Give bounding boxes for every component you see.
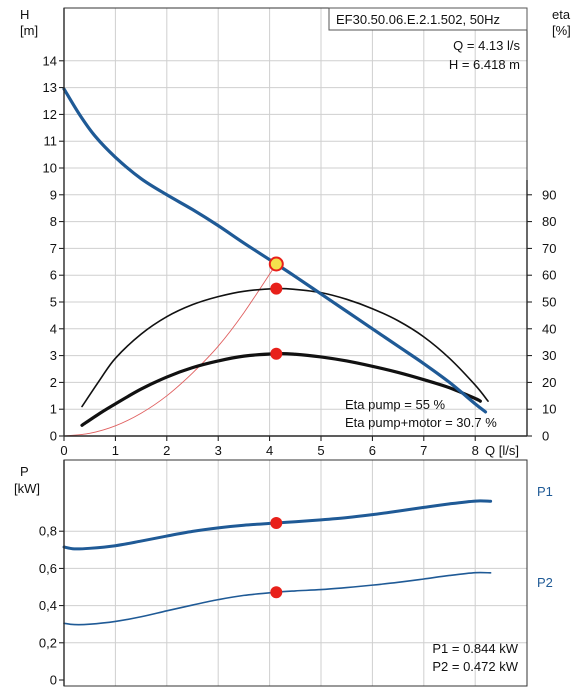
top-x-tick-label: 2 (163, 443, 170, 458)
top-y-right-tick-label: 0 (542, 429, 549, 444)
top-x-tick-label: 6 (369, 443, 376, 458)
top-y-right-label-line1: eta (552, 7, 571, 22)
q-readout: Q = 4.13 l/s (453, 38, 520, 53)
bottom-y-tick-label: 0 (50, 673, 57, 688)
top-y-tick-label: 5 (50, 295, 57, 310)
p2-readout: P2 = 0.472 kW (432, 659, 518, 674)
top-y-tick-label: 0 (50, 429, 57, 444)
top-y-tick-label: 2 (50, 375, 57, 390)
top-x-tick-label: 3 (215, 443, 222, 458)
chart-title: EF30.50.06.E.2.1.502, 50Hz (336, 12, 500, 27)
system-curve (63, 263, 277, 437)
top-y-tick-label: 13 (43, 80, 57, 95)
bottom-ticks: 0 0,2 0,4 0,6 0,8 (39, 460, 65, 688)
p1-series-label: P1 (537, 484, 553, 499)
top-y-label-line2: [m] (20, 23, 38, 38)
top-x-tick-label: 8 (472, 443, 479, 458)
top-y-tick-label: 3 (50, 348, 57, 363)
bottom-y-tick-label: 0,6 (39, 561, 57, 576)
top-x-tick-label: 4 (266, 443, 273, 458)
top-y-right-tick-label: 40 (542, 321, 556, 336)
top-y-right-tick-label: 30 (542, 348, 556, 363)
top-y-right-tick-label: 60 (542, 268, 556, 283)
bottom-y-label-line2: [kW] (14, 481, 40, 496)
operating-point-marker (270, 347, 283, 360)
top-y-tick-label: 12 (43, 107, 57, 122)
top-y-right-tick-label: 80 (542, 214, 556, 229)
p1-readout: P1 = 0.844 kW (432, 641, 518, 656)
top-y-tick-label: 11 (44, 134, 58, 149)
top-y-right-tick-label: 90 (542, 187, 556, 202)
top-y-label-line1: H (20, 7, 29, 22)
top-x-tick-label: 5 (317, 443, 324, 458)
top-y-right-tick-label: 70 (542, 241, 556, 256)
top-ticks: 0 1 2 3 4 5 6 7 80123456789101112131401020304050… (43, 53, 557, 458)
top-y-tick-label: 1 (50, 402, 57, 417)
eta-pump-curve (81, 287, 489, 408)
power-operating-point-marker (270, 517, 283, 530)
eta-total-curve (80, 351, 482, 427)
top-points (268, 256, 284, 360)
top-y-right-tick-label: 10 (542, 402, 556, 417)
head-curve (62, 87, 488, 414)
bottom-plot-frame (63, 459, 528, 687)
top-x-tick-label: 1 (112, 443, 119, 458)
power-panel: 0 0,2 0,4 0,6 0,8 P [kW] P1 P2 P1 = 0.844 kW… (14, 459, 553, 688)
top-y-right-tick-label: 50 (542, 295, 556, 310)
top-y-tick-label: 14 (43, 53, 57, 68)
top-y-tick-label: 9 (50, 187, 57, 202)
bottom-grid (64, 460, 527, 686)
p2-power-curve (63, 571, 492, 626)
duty-point-marker (268, 256, 284, 272)
top-y-tick-label: 6 (50, 268, 57, 283)
eta-total-readout: Eta pump+motor = 30.7 % (345, 415, 497, 430)
power-operating-point-marker (270, 586, 283, 599)
bottom-y-tick-label: 0,4 (39, 598, 57, 613)
operating-point-marker (270, 282, 283, 295)
top-x-tick-label: 0 (60, 443, 67, 458)
bottom-y-label-line1: P (20, 464, 29, 479)
head-efficiency-panel: 0 1 2 3 4 5 6 7 80123456789101112131401020304050… (20, 7, 571, 458)
bottom-y-tick-label: 0,2 (39, 635, 57, 650)
top-y-tick-label: 7 (50, 241, 57, 256)
top-plot-frame (63, 7, 528, 437)
h-readout: H = 6.418 m (449, 57, 520, 72)
bottom-y-tick-label: 0,8 (39, 524, 57, 539)
x-axis-label: Q [l/s] (485, 443, 519, 458)
top-grid (64, 8, 527, 436)
top-y-tick-label: 4 (50, 321, 57, 336)
top-x-tick-label: 7 (420, 443, 427, 458)
title-box (328, 7, 528, 31)
top-y-right-tick-label: 20 (542, 375, 556, 390)
top-y-right-label-line2: [%] (552, 23, 571, 38)
eta-pump-readout: Eta pump = 55 % (345, 397, 446, 412)
top-y-tick-label: 10 (43, 161, 57, 176)
top-y-tick-label: 8 (50, 214, 57, 229)
p2-series-label: P2 (537, 575, 553, 590)
bottom-points (270, 517, 283, 599)
